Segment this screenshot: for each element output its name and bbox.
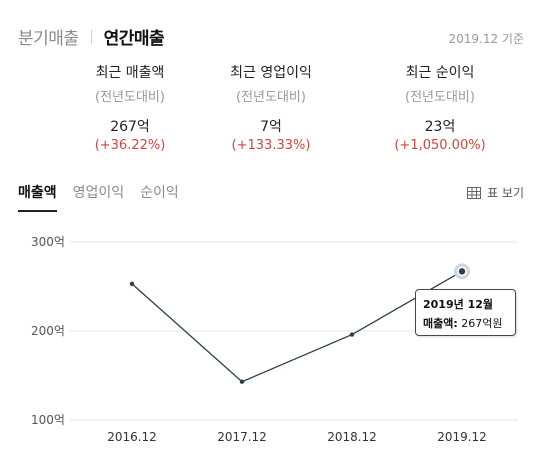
x-tick-label: 2019.12: [437, 430, 487, 444]
tab-sales[interactable]: 매출액: [18, 182, 57, 212]
y-tick-label: 200억: [31, 324, 65, 338]
metric-sales: 최근 매출액 (전년도대비) 267억 (+36.22%): [40, 62, 220, 156]
tab-quarterly-sales[interactable]: 분기매출: [18, 29, 79, 49]
data-point: [349, 332, 355, 337]
sales-series-line: [131, 270, 463, 383]
metric-change: (+1,050.00%): [394, 138, 486, 153]
highlighted-data-point: [457, 266, 467, 277]
basis-date: 2019.12 기준: [448, 32, 524, 46]
metric-net-income: 최근 순이익 (전년도대비) 23억 (+1,050.00%): [350, 62, 530, 156]
tab-annual-sales[interactable]: 연간매출: [103, 29, 165, 49]
metric-value: 267억: [110, 119, 150, 135]
metric-title: 최근 영업이익: [230, 65, 312, 81]
x-tick-label: 2018.12: [327, 430, 377, 444]
tab-net-income[interactable]: 순이익: [140, 185, 179, 201]
data-point: [239, 379, 245, 384]
period-divider: [90, 29, 92, 44]
x-tick-label: 2017.12: [217, 430, 267, 444]
table-icon: [467, 186, 482, 199]
metric-subtitle: (전년도대비): [236, 90, 306, 105]
y-tick-label: 300억: [31, 235, 65, 249]
metric-subtitle: (전년도대비): [405, 90, 475, 105]
tooltip-label: 매출액:: [423, 317, 458, 330]
metric-change: (+36.22%): [94, 138, 166, 153]
tooltip-line: 매출액: 267억원: [423, 315, 508, 331]
metric-title: 최근 순이익: [405, 65, 475, 81]
period-tabs: 분기매출 연간매출: [18, 24, 165, 49]
table-view-label: 표 보기: [487, 186, 524, 200]
metric-value: 7억: [260, 119, 282, 135]
metric-change: (+133.33%): [231, 138, 311, 153]
y-tick-label: 100억: [31, 413, 65, 427]
metric-subtitle: (전년도대비): [95, 90, 165, 105]
data-point: [129, 281, 135, 287]
table-view-button[interactable]: 표 보기: [467, 184, 524, 201]
tooltip-date: 2019년 12월: [423, 298, 493, 311]
metric-title: 최근 매출액: [95, 65, 165, 81]
metric-value: 23억: [424, 119, 456, 135]
x-tick-label: 2016.12: [107, 430, 157, 444]
sales-line-chart: 100억 200억 300억 2016.12 2017.12 2018.12 2019.12: [31, 235, 518, 444]
data-tooltip: 2019년 12월 매출액: 267억원: [415, 289, 516, 336]
chart-tabs: 매출액 영업이익 순이익: [18, 182, 195, 212]
metric-operating-profit: 최근 영업이익 (전년도대비) 7억 (+133.33%): [181, 62, 361, 156]
tab-operating-profit[interactable]: 영업이익: [72, 185, 125, 201]
tooltip-value: 267억원: [461, 317, 503, 330]
